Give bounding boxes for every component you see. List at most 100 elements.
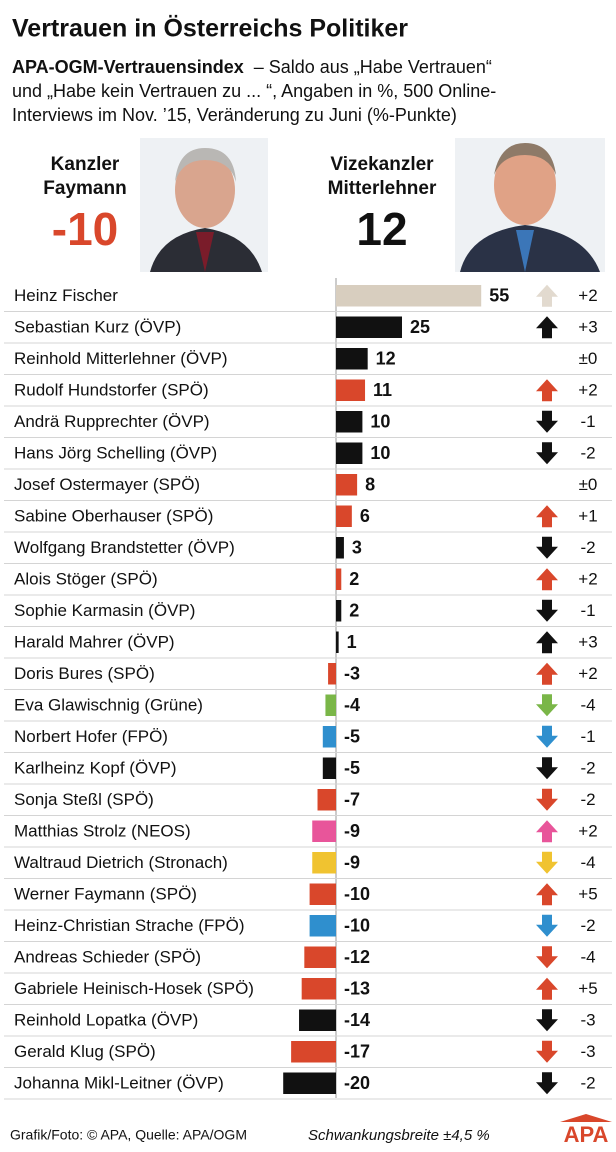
category-label: Alois Stöger (SPÖ) xyxy=(14,570,158,589)
change-arrow xyxy=(536,757,558,780)
value-label: -7 xyxy=(344,790,360,810)
value-label: -13 xyxy=(344,979,370,999)
bar xyxy=(336,600,342,622)
change-arrow xyxy=(536,914,558,937)
subtitle-line: und „Habe kein Vertrauen zu ... “, Angab… xyxy=(12,81,496,101)
change-label: +2 xyxy=(578,381,597,400)
note: Schwankungsbreite ±4,5 % xyxy=(308,1127,490,1144)
change-label: +3 xyxy=(578,318,597,337)
value-label: -10 xyxy=(344,916,370,936)
value-label: -5 xyxy=(344,758,360,778)
category-label: Matthias Strolz (NEOS) xyxy=(14,822,191,841)
value-label: -9 xyxy=(344,853,360,873)
bar xyxy=(336,285,482,307)
change-label: -2 xyxy=(580,916,595,935)
change-label: -2 xyxy=(580,1074,595,1093)
bar xyxy=(291,1041,336,1063)
featured-value: 12 xyxy=(356,203,407,255)
change-label: +2 xyxy=(578,664,597,683)
source: Grafik/Foto: © APA, Quelle: APA/OGM xyxy=(10,1127,247,1143)
value-label: -17 xyxy=(344,1042,370,1062)
bar xyxy=(309,883,336,905)
change-arrow xyxy=(536,1009,558,1032)
bar xyxy=(336,411,363,433)
category-label: Heinz Fischer xyxy=(14,286,118,305)
featured-role: Kanzler xyxy=(51,154,120,175)
change-label: -1 xyxy=(580,412,595,431)
subtitle-line: – Saldo aus „Habe Vertrauen“ xyxy=(254,57,492,77)
category-label: Waltraud Dietrich (Stronach) xyxy=(14,853,228,872)
value-label: -14 xyxy=(344,1010,370,1030)
value-label: 12 xyxy=(376,349,396,369)
change-arrow xyxy=(536,536,558,559)
value-label: -4 xyxy=(344,695,360,715)
category-label: Gabriele Heinisch-Hosek (SPÖ) xyxy=(14,979,254,998)
photo xyxy=(455,138,605,272)
subtitle-lead: APA-OGM-Vertrauensindex xyxy=(12,57,244,77)
category-label: Sophie Karmasin (ÖVP) xyxy=(14,601,195,620)
bar xyxy=(283,1072,336,1094)
category-label: Andrä Rupprechter (ÖVP) xyxy=(14,412,210,431)
value-label: 2 xyxy=(349,601,359,621)
change-arrow xyxy=(536,694,558,717)
change-label: +2 xyxy=(578,822,597,841)
category-label: Doris Bures (SPÖ) xyxy=(14,664,155,683)
bar xyxy=(336,474,358,496)
value-label: -10 xyxy=(344,884,370,904)
change-label: -3 xyxy=(580,1042,595,1061)
category-label: Sebastian Kurz (ÖVP) xyxy=(14,318,181,337)
change-arrow xyxy=(536,1040,558,1063)
change-label: -2 xyxy=(580,538,595,557)
category-label: Sabine Oberhauser (SPÖ) xyxy=(14,507,213,526)
change-label: +5 xyxy=(578,979,597,998)
chart-title: Vertrauen in Österreichs Politiker xyxy=(12,14,408,43)
change-arrow xyxy=(536,631,558,654)
category-label: Reinhold Lopatka (ÖVP) xyxy=(14,1011,198,1030)
bar xyxy=(299,1009,336,1031)
change-arrow xyxy=(536,316,558,339)
change-label: +1 xyxy=(578,507,597,526)
featured-value: -10 xyxy=(52,203,118,255)
bar xyxy=(336,537,344,559)
bar xyxy=(317,789,336,811)
value-label: 10 xyxy=(370,443,390,463)
photo xyxy=(140,138,268,272)
category-label: Gerald Klug (SPÖ) xyxy=(14,1042,156,1061)
category-label: Josef Ostermayer (SPÖ) xyxy=(14,475,200,494)
bar xyxy=(309,915,336,937)
logo: APA xyxy=(564,1122,609,1147)
value-label: 10 xyxy=(370,412,390,432)
change-label: +2 xyxy=(578,286,597,305)
change-arrow xyxy=(536,284,558,307)
value-label: 25 xyxy=(410,317,430,337)
value-label: -3 xyxy=(344,664,360,684)
value-label: 8 xyxy=(365,475,375,495)
category-label: Sonja Steßl (SPÖ) xyxy=(14,790,154,809)
change-arrow xyxy=(536,883,558,906)
bar xyxy=(328,663,336,685)
change-arrow xyxy=(536,1072,558,1095)
change-label: -2 xyxy=(580,759,595,778)
value-label: 2 xyxy=(349,569,359,589)
value-label: 1 xyxy=(347,632,357,652)
bar xyxy=(301,978,336,1000)
bar xyxy=(304,946,336,968)
change-label: -1 xyxy=(580,601,595,620)
category-label: Reinhold Mitterlehner (ÖVP) xyxy=(14,349,228,368)
change-arrow xyxy=(536,977,558,1000)
category-label: Karlheinz Kopf (ÖVP) xyxy=(14,759,177,778)
change-arrow xyxy=(536,379,558,402)
change-label: +2 xyxy=(578,570,597,589)
category-label: Harald Mahrer (ÖVP) xyxy=(14,633,175,652)
change-label: +3 xyxy=(578,633,597,652)
change-arrow xyxy=(536,568,558,591)
change-label: -1 xyxy=(580,727,595,746)
bar xyxy=(322,757,336,779)
change-arrow xyxy=(536,410,558,433)
featured-name: Faymann xyxy=(43,178,126,199)
bar xyxy=(322,726,336,748)
change-arrow xyxy=(536,599,558,622)
bar xyxy=(336,505,352,527)
value-label: 3 xyxy=(352,538,362,558)
